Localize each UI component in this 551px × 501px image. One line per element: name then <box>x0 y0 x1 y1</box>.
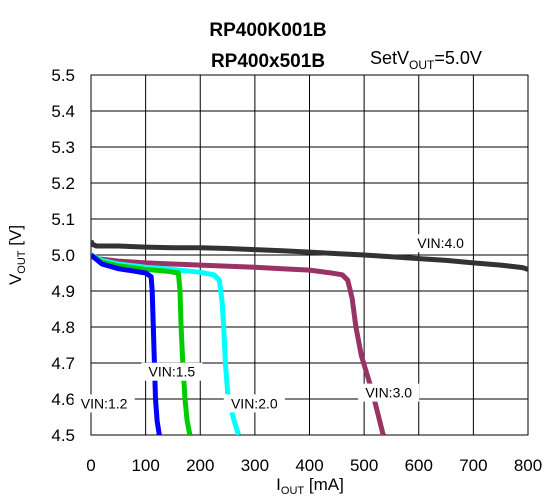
series-label-vin-4-0: VIN:4.0 <box>417 235 464 251</box>
chart-title-line2: RP400x501B <box>211 51 325 72</box>
y-tick-label: 5.4 <box>51 102 75 121</box>
y-tick-label: 5.5 <box>51 66 75 85</box>
y-tick-label: 5.2 <box>51 174 75 193</box>
y-tick-label: 4.5 <box>51 426 75 445</box>
y-tick-label: 4.7 <box>51 354 75 373</box>
label-background <box>410 234 472 253</box>
series-label-vin-1-5: VIN:1.5 <box>148 364 195 380</box>
series-line-vin-3-0 <box>91 252 386 435</box>
x-tick-label: 700 <box>459 456 487 475</box>
x-tick-label: 0 <box>86 456 95 475</box>
chart-title-line1: RP400K001B <box>209 20 326 41</box>
y-axis-label: VOUT [V] <box>6 225 28 285</box>
x-tick-label: 800 <box>514 456 542 475</box>
series-label-vin-2-0: VIN:2.0 <box>231 395 278 411</box>
x-tick-labels: 0 100 200 300 400 500 600 700 800 <box>86 456 542 475</box>
series-label-vin-1-2: VIN:1.2 <box>81 395 128 411</box>
set-vout-label: SetVOUT=5.0V <box>370 48 482 72</box>
grid <box>90 74 529 436</box>
x-tick-label: 200 <box>186 456 214 475</box>
label-background <box>141 362 203 381</box>
x-tick-label: 500 <box>350 456 378 475</box>
series-line-vin-4-0 <box>91 239 528 272</box>
x-tick-label: 400 <box>295 456 323 475</box>
series-line-vin-1-5 <box>91 252 193 435</box>
y-tick-label: 4.9 <box>51 282 75 301</box>
x-axis-label: IOUT [mA] <box>276 475 344 497</box>
series-labels: VIN:4.0 VIN:3.0 VIN:2.0 VIN:1.5 VIN:1.2 <box>73 234 472 413</box>
y-tick-label: 5.0 <box>51 246 75 265</box>
x-tick-label: 100 <box>131 456 159 475</box>
series-line-vin-1-2 <box>91 253 162 435</box>
x-tick-label: 600 <box>405 456 433 475</box>
y-tick-labels: 5.5 5.4 5.3 5.2 5.1 5.0 4.9 4.8 4.7 4.6 4.5 <box>51 66 75 445</box>
y-tick-label: 5.1 <box>51 210 75 229</box>
label-background <box>73 394 135 413</box>
y-tick-label: 4.6 <box>51 390 75 409</box>
y-tick-label: 5.3 <box>51 138 75 157</box>
y-tick-label: 4.8 <box>51 318 75 337</box>
label-background <box>223 394 285 413</box>
label-background <box>358 383 420 402</box>
series-label-vin-3-0: VIN:3.0 <box>365 385 412 401</box>
x-tick-label: 300 <box>241 456 269 475</box>
